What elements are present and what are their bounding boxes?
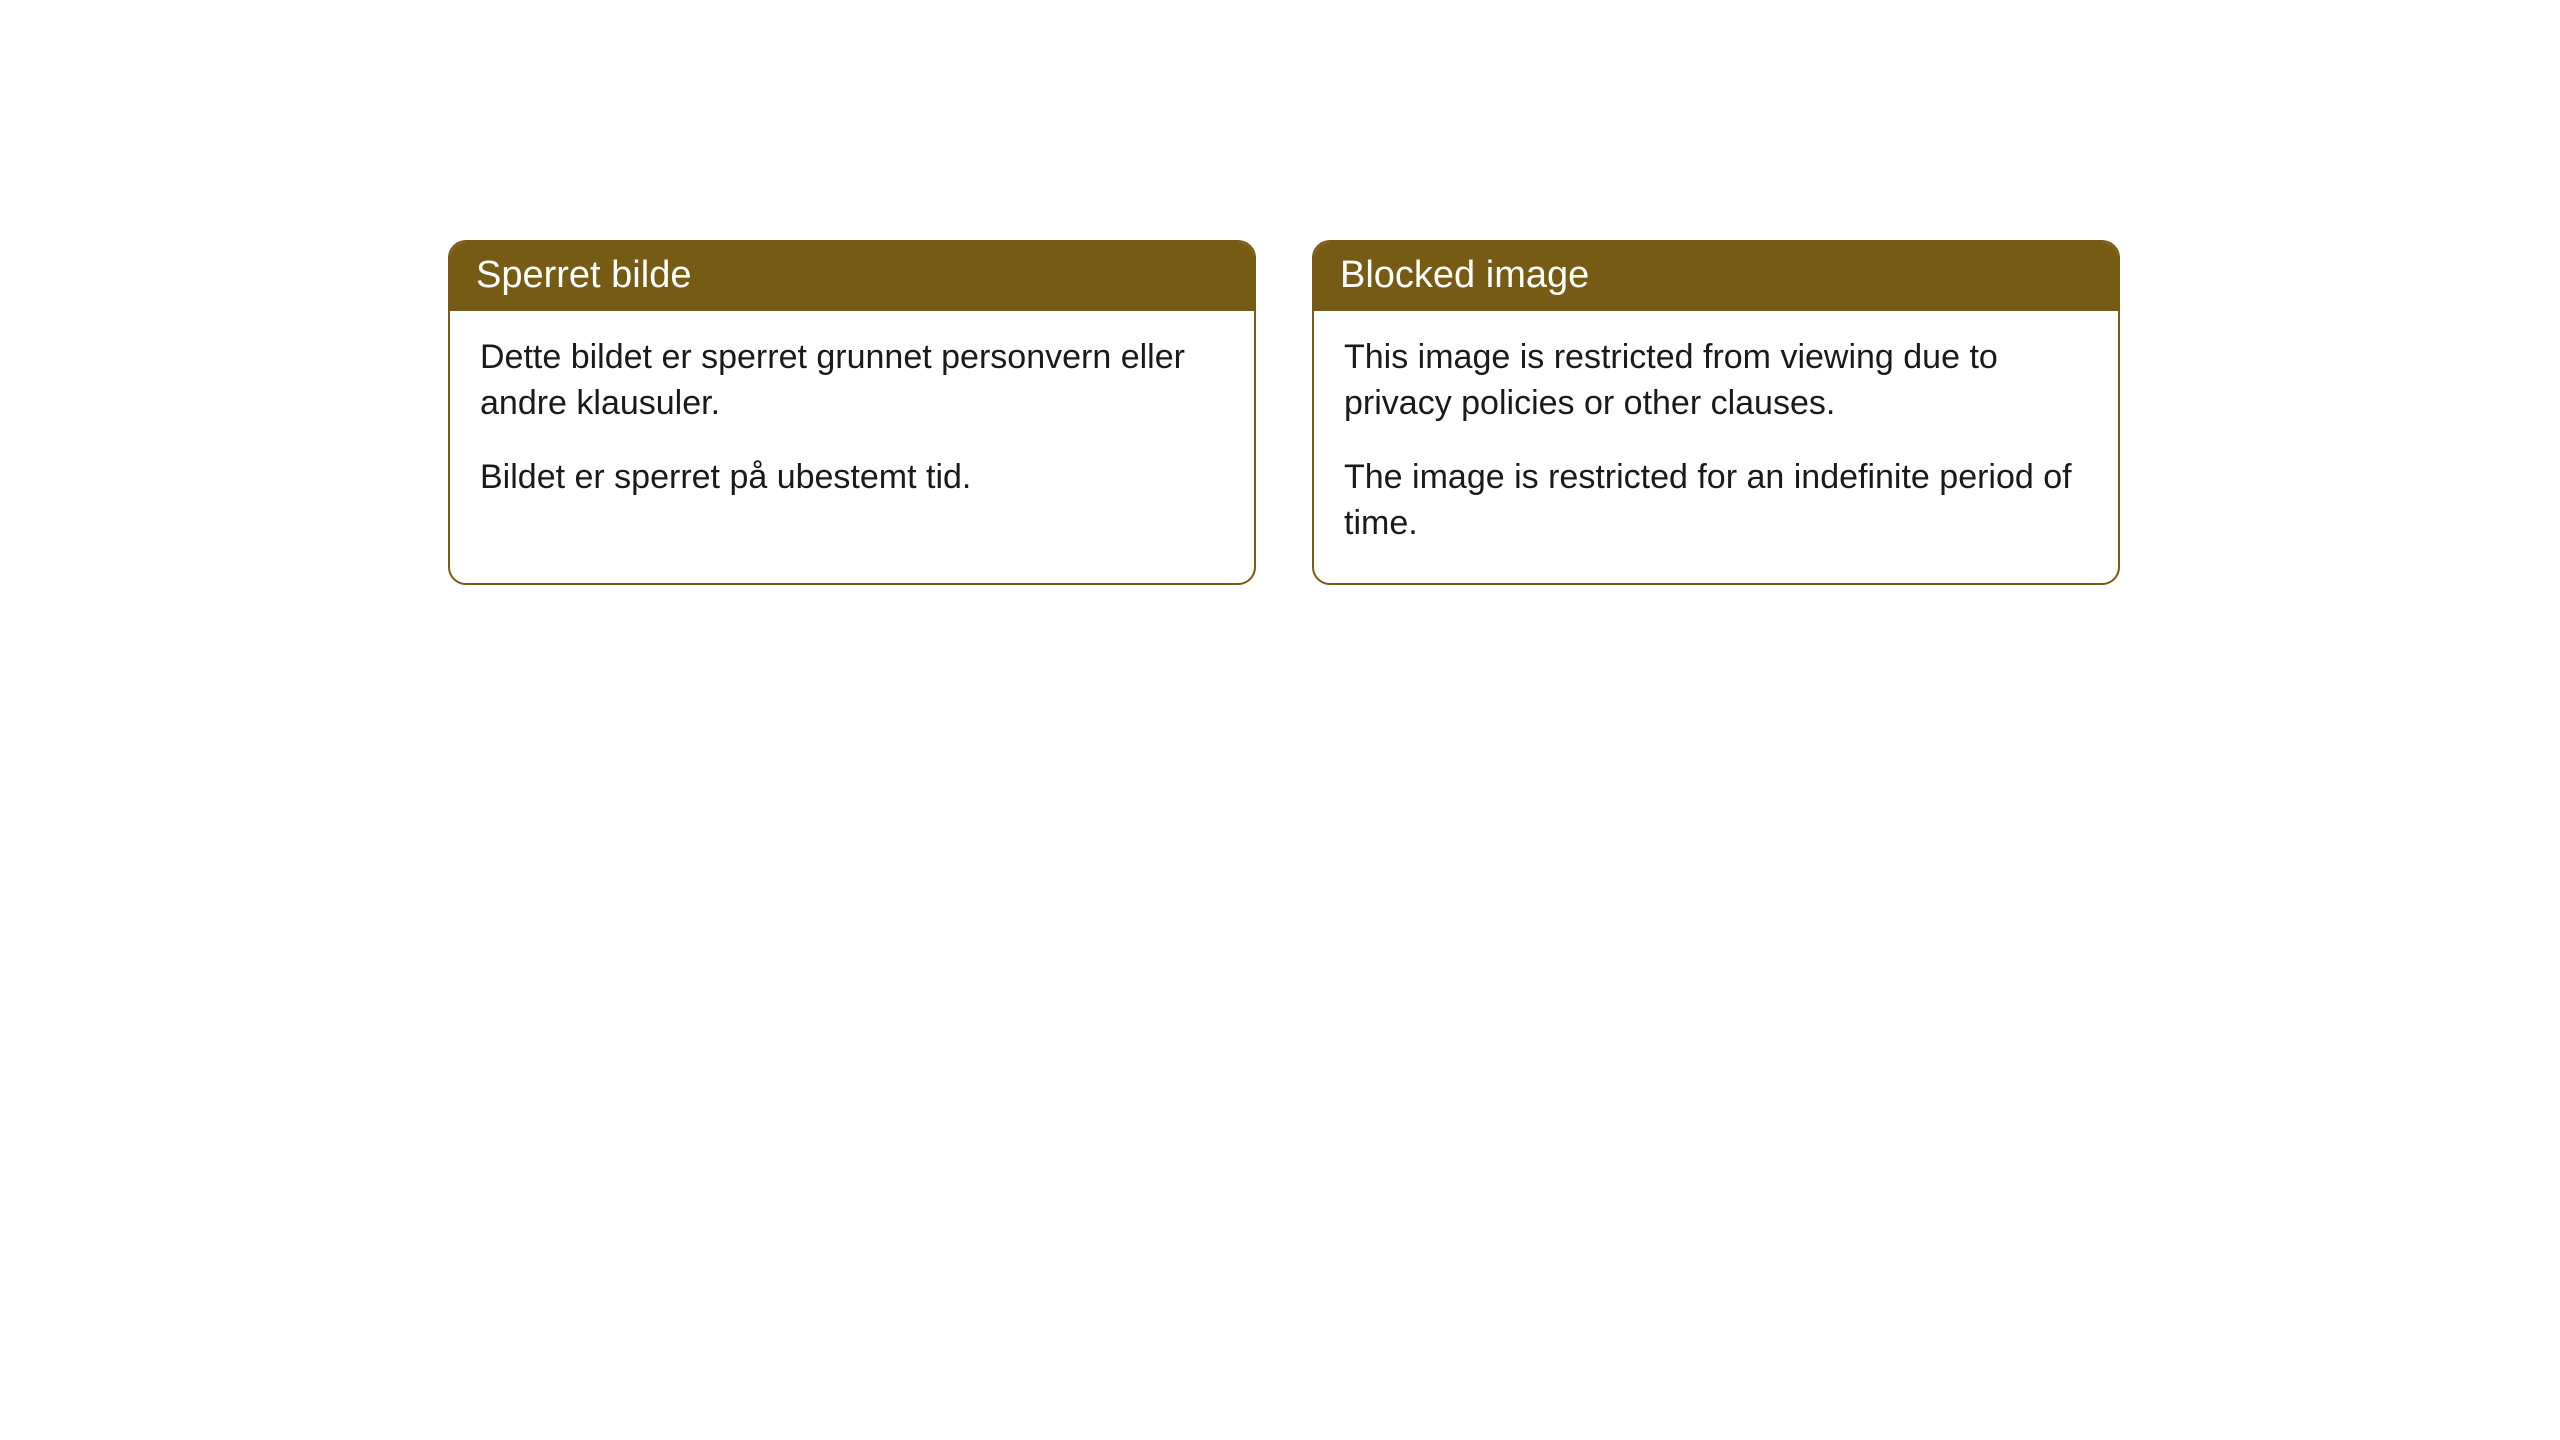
card-body-norwegian: Dette bildet er sperret grunnet personve…	[450, 311, 1254, 537]
card-header-norwegian: Sperret bilde	[450, 242, 1254, 311]
card-text-norwegian-2: Bildet er sperret på ubestemt tid.	[480, 455, 1224, 501]
card-body-english: This image is restricted from viewing du…	[1314, 311, 2118, 583]
card-text-english-2: The image is restricted for an indefinit…	[1344, 455, 2088, 547]
card-container: Sperret bilde Dette bildet er sperret gr…	[448, 240, 2120, 585]
card-text-norwegian-1: Dette bildet er sperret grunnet personve…	[480, 335, 1224, 427]
card-norwegian: Sperret bilde Dette bildet er sperret gr…	[448, 240, 1256, 585]
card-header-english: Blocked image	[1314, 242, 2118, 311]
card-english: Blocked image This image is restricted f…	[1312, 240, 2120, 585]
card-text-english-1: This image is restricted from viewing du…	[1344, 335, 2088, 427]
